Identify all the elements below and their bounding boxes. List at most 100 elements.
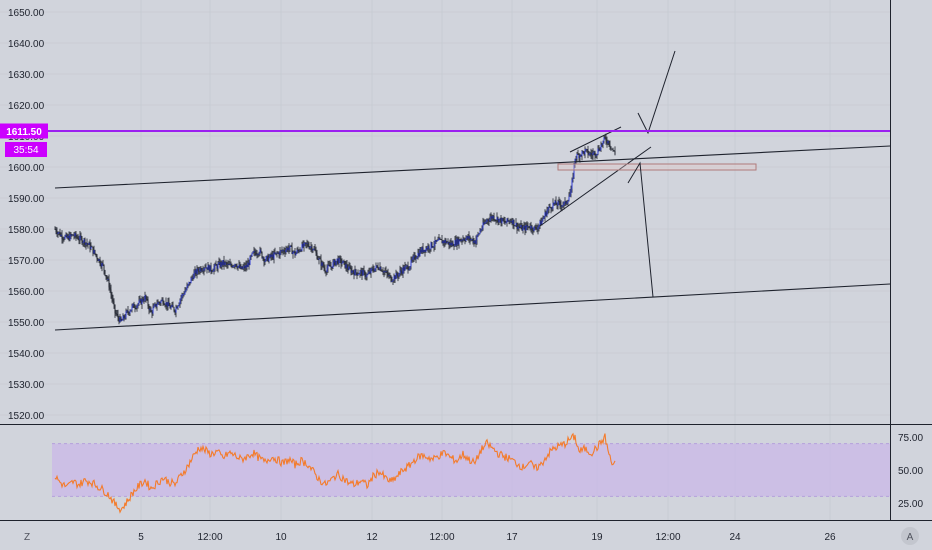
candle-body: [103, 264, 105, 271]
candle-body: [614, 151, 616, 155]
candle-body: [543, 216, 545, 219]
candle-body: [294, 251, 296, 256]
candle-body: [273, 252, 275, 259]
candle-body: [89, 242, 91, 249]
candle-body: [519, 226, 521, 228]
candle-body: [64, 236, 66, 239]
candle-body: [472, 239, 474, 243]
candle-body: [310, 246, 312, 248]
candle-body: [69, 234, 71, 241]
candle-body: [106, 276, 108, 280]
time-axis[interactable]: 5 12:00 10 12 12:00 17 19 12:00 24 26: [138, 532, 836, 543]
candle-body: [253, 250, 255, 252]
candle-body: [545, 212, 547, 216]
candle-body: [256, 254, 258, 256]
candle-body: [473, 240, 475, 243]
candle-body: [172, 304, 174, 308]
candle-body: [424, 249, 426, 252]
candle-body: [192, 277, 194, 279]
auto-scale-button-bg[interactable]: [901, 527, 919, 545]
price-tick-label: 1600.00: [8, 163, 45, 174]
candle-body: [482, 222, 484, 229]
candle-body: [496, 217, 498, 221]
drawing-tools[interactable]: [54, 50, 891, 331]
candle-body: [354, 269, 356, 276]
candle-body: [392, 280, 394, 282]
candle-body: [284, 251, 286, 253]
support-zone-box[interactable]: [557, 163, 757, 171]
candle-body: [261, 252, 263, 258]
candle-body: [539, 220, 541, 226]
candle-body: [422, 247, 424, 253]
candle-body: [126, 310, 128, 312]
candle-body: [335, 260, 337, 265]
candle-body: [319, 258, 321, 260]
wedge-lower-line[interactable]: [539, 146, 652, 227]
candle-body: [379, 267, 381, 270]
candle-body: [82, 242, 84, 244]
candle-body: [566, 202, 568, 204]
candle-body: [234, 264, 236, 266]
candle-body: [429, 248, 431, 250]
candle-body: [515, 222, 517, 226]
candle-body: [185, 289, 187, 292]
candle-body: [221, 262, 223, 266]
candle-body: [327, 264, 329, 269]
candle-body: [468, 236, 470, 239]
candle-body: [297, 249, 299, 251]
zoom-button[interactable]: Z: [24, 532, 30, 543]
candle-body: [265, 256, 267, 261]
candle-body: [164, 304, 166, 306]
candle-body: [464, 240, 466, 241]
candle-body: [147, 299, 149, 307]
candle-body: [454, 239, 456, 247]
candle-body: [80, 235, 82, 238]
rsi-line: [54, 432, 616, 514]
candle-body: [451, 242, 453, 246]
candle-body: [537, 226, 539, 230]
candle-body: [56, 231, 58, 234]
candle-body: [142, 298, 144, 301]
candle-body: [199, 268, 201, 272]
candle-body: [74, 233, 76, 237]
channel-upper-trendline[interactable]: [54, 145, 891, 189]
candle-body: [513, 219, 515, 226]
candle-body: [461, 240, 463, 241]
candle-body: [290, 245, 292, 247]
candle-body: [462, 238, 464, 241]
candle-body: [178, 303, 180, 306]
channel-lower-trendline[interactable]: [54, 283, 891, 331]
candle-body: [394, 275, 396, 280]
auto-scale-button[interactable]: A: [907, 532, 914, 543]
candle-body: [262, 257, 264, 259]
candle-body: [350, 268, 352, 273]
candle-body: [448, 241, 450, 246]
candle-body: [87, 243, 89, 245]
candle-body: [570, 188, 572, 194]
candle-body: [119, 317, 121, 322]
candle-body: [157, 302, 159, 305]
candle-body: [500, 218, 502, 224]
candle-body: [158, 302, 160, 303]
candle-body: [220, 262, 222, 267]
candle-body: [132, 303, 134, 306]
candle-body: [405, 265, 407, 267]
bearish-projection-arrow[interactable]: [627, 161, 654, 298]
candle-body: [506, 218, 508, 223]
candle-body: [581, 151, 583, 156]
candle-body: [308, 246, 310, 249]
candle-body: [573, 164, 575, 178]
candle-body: [191, 277, 193, 279]
price-tick-label: 1570.00: [8, 256, 45, 267]
candle-body: [151, 311, 153, 314]
candle-body: [225, 262, 227, 264]
candle-body: [597, 148, 599, 155]
candle-body: [334, 259, 336, 265]
candle-body: [144, 295, 146, 301]
bullish-projection-arrow[interactable]: [637, 50, 676, 135]
candle-body: [121, 320, 123, 322]
candle-body: [96, 255, 98, 259]
candle-body: [440, 239, 442, 240]
candle-body: [388, 275, 390, 276]
